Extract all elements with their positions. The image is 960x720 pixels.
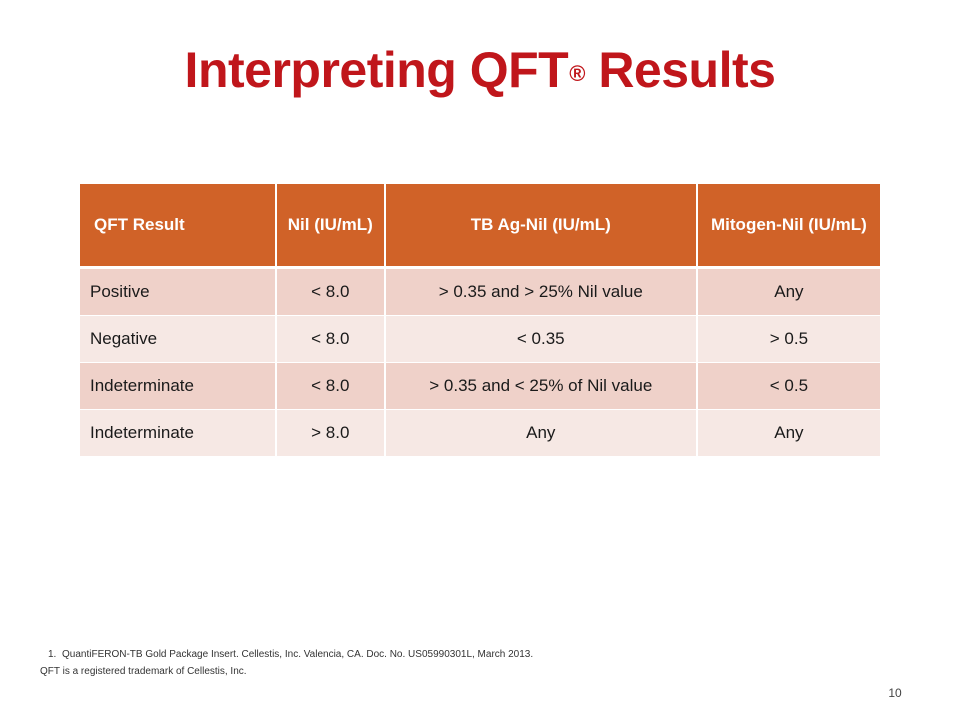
cell-tb-ag: Any — [384, 409, 698, 457]
cell-mitogen: > 0.5 — [696, 315, 880, 363]
registered-mark: ® — [569, 61, 585, 86]
cell-tb-ag: < 0.35 — [384, 315, 698, 363]
cell-result: Indeterminate — [80, 362, 277, 410]
title-end: Results — [584, 42, 776, 98]
table-row: Positive < 8.0 > 0.35 and > 25% Nil valu… — [80, 267, 880, 316]
header-qft-result: QFT Result — [80, 184, 277, 269]
cell-nil: > 8.0 — [275, 409, 386, 457]
slide-title: Interpreting QFT® Results — [0, 38, 960, 102]
table-row: Indeterminate > 8.0 Any Any — [80, 409, 880, 457]
cell-tb-ag: > 0.35 and > 25% Nil value — [384, 267, 698, 316]
table-header-row: QFT Result Nil (IU/mL) TB Ag-Nil (IU/mL)… — [80, 184, 880, 269]
cell-result: Positive — [80, 267, 277, 316]
cell-nil: < 8.0 — [275, 315, 386, 363]
cell-tb-ag: > 0.35 and < 25% of Nil value — [384, 362, 698, 410]
cell-result: Negative — [80, 315, 277, 363]
cell-mitogen: Any — [696, 267, 880, 316]
header-mitogen-nil: Mitogen-Nil (IU/mL) — [696, 184, 880, 269]
trademark-note: QFT is a registered trademark of Cellest… — [40, 666, 247, 677]
page-number: 10 — [888, 686, 902, 700]
table-row: Negative < 8.0 < 0.35 > 0.5 — [80, 315, 880, 363]
reference-footnote: 1. QuantiFERON-TB Gold Package Insert. Ce… — [40, 646, 840, 663]
header-nil: Nil (IU/mL) — [275, 184, 386, 269]
cell-mitogen: Any — [696, 409, 880, 457]
cell-result: Indeterminate — [80, 409, 277, 457]
cell-mitogen: < 0.5 — [696, 362, 880, 410]
qft-results-table: QFT Result Nil (IU/mL) TB Ag-Nil (IU/mL)… — [80, 184, 880, 457]
cell-nil: < 8.0 — [275, 362, 386, 410]
reference-text: QuantiFERON-TB Gold Package Insert. Cell… — [62, 649, 534, 660]
table-row: Indeterminate < 8.0 > 0.35 and < 25% of … — [80, 362, 880, 410]
reference-number: 1. — [48, 649, 57, 660]
title-main: Interpreting QFT — [184, 42, 569, 98]
cell-nil: < 8.0 — [275, 267, 386, 316]
footnotes: 1. QuantiFERON-TB Gold Package Insert. Ce… — [40, 646, 840, 680]
header-tb-ag-nil: TB Ag-Nil (IU/mL) — [384, 184, 698, 269]
